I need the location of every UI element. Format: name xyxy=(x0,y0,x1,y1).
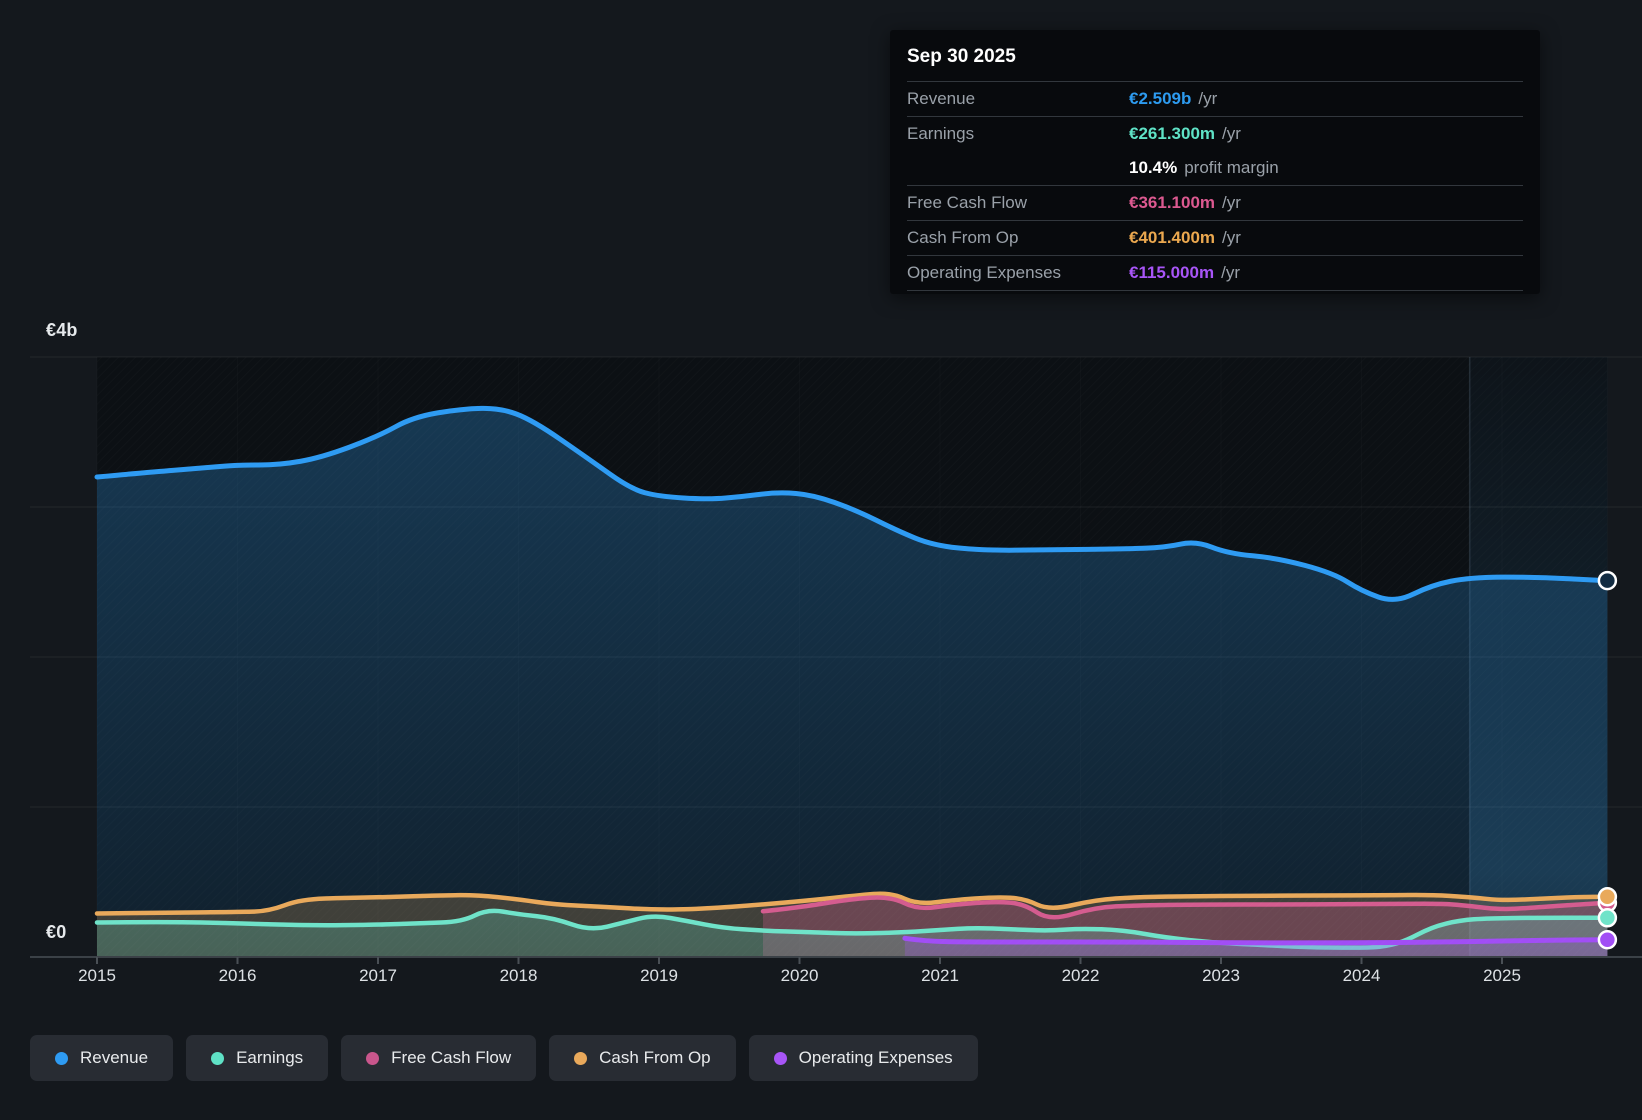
legend-item-operating-expenses[interactable]: Operating Expenses xyxy=(748,1035,978,1081)
legend-item-revenue[interactable]: Revenue xyxy=(30,1035,174,1081)
series-end-marker-operating-expenses[interactable] xyxy=(1597,930,1618,950)
tooltip-row-cash-from-op: Cash From Op €401.400m/yr xyxy=(907,221,1523,256)
legend-label: Revenue xyxy=(80,1048,149,1067)
tooltip-row-profit-margin: 10.4% profit margin xyxy=(907,151,1523,186)
tooltip-row-label: Operating Expenses xyxy=(907,263,1062,282)
legend-dot xyxy=(574,1051,588,1065)
legend-dot xyxy=(55,1051,68,1065)
legend-item-earnings[interactable]: Earnings xyxy=(186,1035,329,1081)
tooltip-row-earnings: Earnings €261.300m/yr xyxy=(907,117,1523,151)
tooltip-row-value: €115.000m xyxy=(1129,263,1215,282)
x-axis-label: 2016 xyxy=(218,966,257,985)
tooltip-row-label: Earnings xyxy=(907,124,975,143)
tooltip-row-value: 10.4% xyxy=(1129,158,1178,177)
legend-label: Earnings xyxy=(236,1048,304,1067)
tooltip-row-label: Cash From Op xyxy=(907,228,1019,247)
tooltip-date: Sep 30 2025 xyxy=(907,30,1523,82)
plot-texture xyxy=(97,357,1607,957)
x-axis-label: 2020 xyxy=(780,966,819,985)
legend-dot xyxy=(366,1051,380,1065)
x-axis-label: 2018 xyxy=(499,966,538,985)
x-axis-label: 2019 xyxy=(640,966,678,985)
x-axis-label: 2023 xyxy=(1202,966,1240,985)
tooltip-row-suffix: profit margin xyxy=(1184,158,1279,177)
legend-label: Operating Expenses xyxy=(798,1048,953,1067)
tooltip-row-label: Free Cash Flow xyxy=(907,193,1027,212)
x-axis-label: 2022 xyxy=(1061,966,1100,985)
legend-label: Free Cash Flow xyxy=(391,1048,512,1067)
series-end-marker-revenue[interactable] xyxy=(1597,570,1618,591)
tooltip-row-suffix: /yr xyxy=(1221,263,1240,282)
y-axis-label: €0 xyxy=(46,922,67,942)
x-axis-label: 2021 xyxy=(921,966,959,985)
legend-item-free-cash-flow[interactable]: Free Cash Flow xyxy=(341,1035,537,1081)
legend-item-cash-from-op[interactable]: Cash From Op xyxy=(549,1035,736,1081)
x-axis-label: 2025 xyxy=(1483,966,1521,985)
y-axis-label: €4b xyxy=(46,320,78,340)
x-axis-label: 2017 xyxy=(359,966,397,985)
tooltip-row-suffix: /yr xyxy=(1222,228,1241,247)
x-axis-label: 2015 xyxy=(78,966,116,985)
tooltip-row-suffix: /yr xyxy=(1198,89,1218,108)
series-end-marker-cash-from-op[interactable] xyxy=(1597,887,1618,907)
legend-label: Cash From Op xyxy=(599,1048,711,1067)
tooltip-row-suffix: /yr xyxy=(1222,193,1241,212)
tooltip-row-value: €361.100m xyxy=(1129,193,1216,212)
legend-dot xyxy=(211,1051,225,1065)
tooltip-row-suffix: /yr xyxy=(1222,124,1241,143)
tooltip-row-value: €401.400m xyxy=(1129,228,1216,247)
tooltip-row-revenue: Revenue €2.509b/yr xyxy=(907,82,1523,117)
tooltip-row-operating-expenses: Operating Expenses €115.000m/yr xyxy=(907,256,1523,291)
tooltip-row-label: Revenue xyxy=(907,89,976,108)
legend-dot xyxy=(773,1051,787,1065)
x-axis-label: 2024 xyxy=(1342,966,1381,985)
tooltip-row-free-cash-flow: Free Cash Flow €361.100m/yr xyxy=(907,186,1523,221)
chart-legend: Revenue Earnings Free Cash Flow Cash From O… xyxy=(30,1035,978,1081)
tooltip-row-value: €2.509b xyxy=(1129,89,1192,108)
series-end-marker-earnings[interactable] xyxy=(1597,908,1618,928)
chart-tooltip: Sep 30 2025 Revenue €2.509b/yr Earnings €26… xyxy=(890,30,1540,294)
tooltip-row-value: €261.300m xyxy=(1129,124,1216,143)
